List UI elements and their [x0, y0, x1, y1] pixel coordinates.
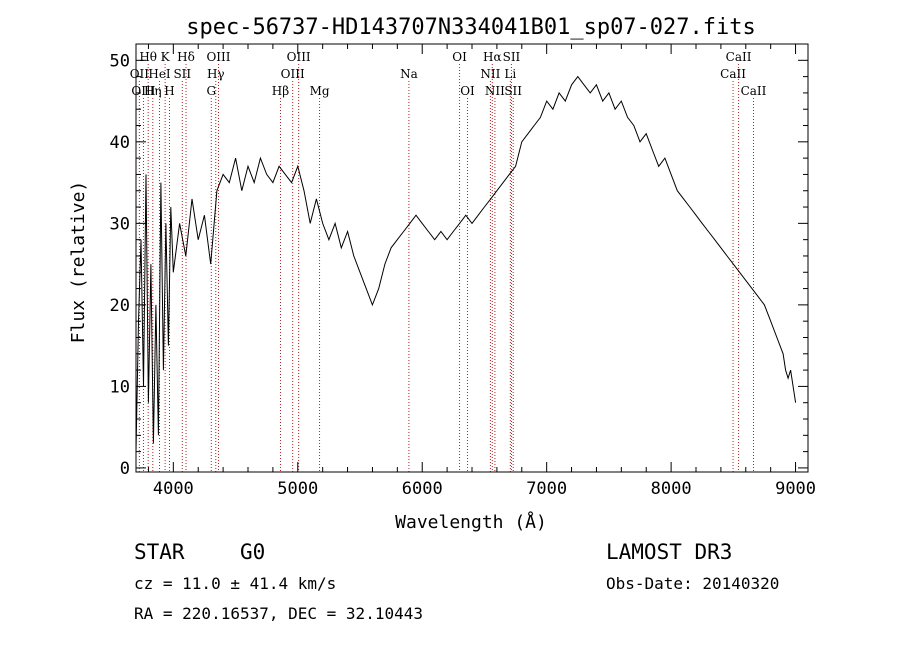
x-axis-label: Wavelength (Å) — [395, 511, 547, 533]
line-marker-label: SII — [503, 50, 521, 64]
y-axis-ticks: 0 10 20 30 40 50 — [110, 51, 808, 479]
line-marker-label: OII — [130, 67, 150, 81]
x-tick-label: 7000 — [526, 479, 567, 499]
object-class: STAR — [134, 540, 185, 564]
line-marker-label: SII — [504, 84, 522, 98]
line-marker-label: NII — [480, 67, 500, 81]
line-marker-label: HeI — [148, 67, 171, 81]
coordinates: RA = 220.16537, DEC = 32.10443 — [134, 604, 423, 623]
line-marker-label: CaII — [726, 50, 752, 64]
line-marker-label: OIII — [206, 50, 230, 64]
line-marker-label: Hα — [483, 50, 502, 64]
y-tick-label: 50 — [110, 51, 130, 71]
y-tick-label: 0 — [120, 459, 130, 479]
x-tick-label: 9000 — [775, 479, 816, 499]
line-marker-label: Hδ — [177, 50, 195, 64]
line-marker-label: CaII — [741, 84, 767, 98]
x-axis-ticks: 4000 5000 6000 7000 8000 9000 — [147, 44, 816, 499]
line-marker-label: OI — [452, 50, 467, 64]
y-tick-label: 30 — [110, 214, 130, 234]
survey-name: LAMOST DR3 — [606, 540, 733, 564]
line-marker-label: H — [164, 84, 174, 98]
chart-title: spec-56737-HD143707N334041B01_sp07-027.f… — [186, 15, 756, 40]
x-tick-label: 4000 — [153, 479, 194, 499]
line-marker-label: Hθ — [139, 50, 157, 64]
line-marker-labels: Hθ OII OIII HeI Hη K H SII Hδ OIII Hγ G Hβ OIII OIII Mg… — [130, 50, 767, 98]
y-tick-label: 10 — [110, 377, 130, 397]
line-marker-label: OIII — [281, 67, 305, 81]
y-axis-label: Flux (relative) — [68, 181, 89, 344]
line-marker-label: OIII — [131, 84, 155, 98]
line-marker-label: OIII — [287, 50, 311, 64]
plot-frame — [135, 43, 809, 473]
observation-date: Obs-Date: 20140320 — [606, 574, 780, 593]
line-markers — [138, 64, 754, 472]
redshift-value: cz = 11.0 ± 41.4 km/s — [134, 574, 337, 593]
line-marker-label: Hγ — [207, 67, 225, 81]
line-marker-label: Hβ — [272, 84, 289, 98]
x-tick-label: 6000 — [402, 479, 443, 499]
object-subclass: G0 — [240, 540, 266, 564]
y-tick-label: 40 — [110, 133, 130, 153]
line-marker-label: G — [206, 84, 216, 98]
line-marker-label: Hη — [144, 84, 162, 98]
line-marker-label: CaII — [720, 67, 746, 81]
line-marker-label: SII — [173, 67, 191, 81]
line-marker-label: Na — [400, 67, 418, 81]
x-tick-label: 8000 — [651, 479, 692, 499]
line-marker-label: OI — [460, 84, 475, 98]
y-tick-label: 20 — [110, 296, 130, 316]
line-marker-label: Mg — [310, 84, 330, 98]
x-tick-label: 5000 — [277, 479, 318, 499]
line-marker-label: NII — [485, 84, 505, 98]
line-marker-label: K — [161, 50, 171, 64]
line-marker-label: Li — [504, 67, 516, 81]
spectrum-line — [135, 75, 797, 452]
